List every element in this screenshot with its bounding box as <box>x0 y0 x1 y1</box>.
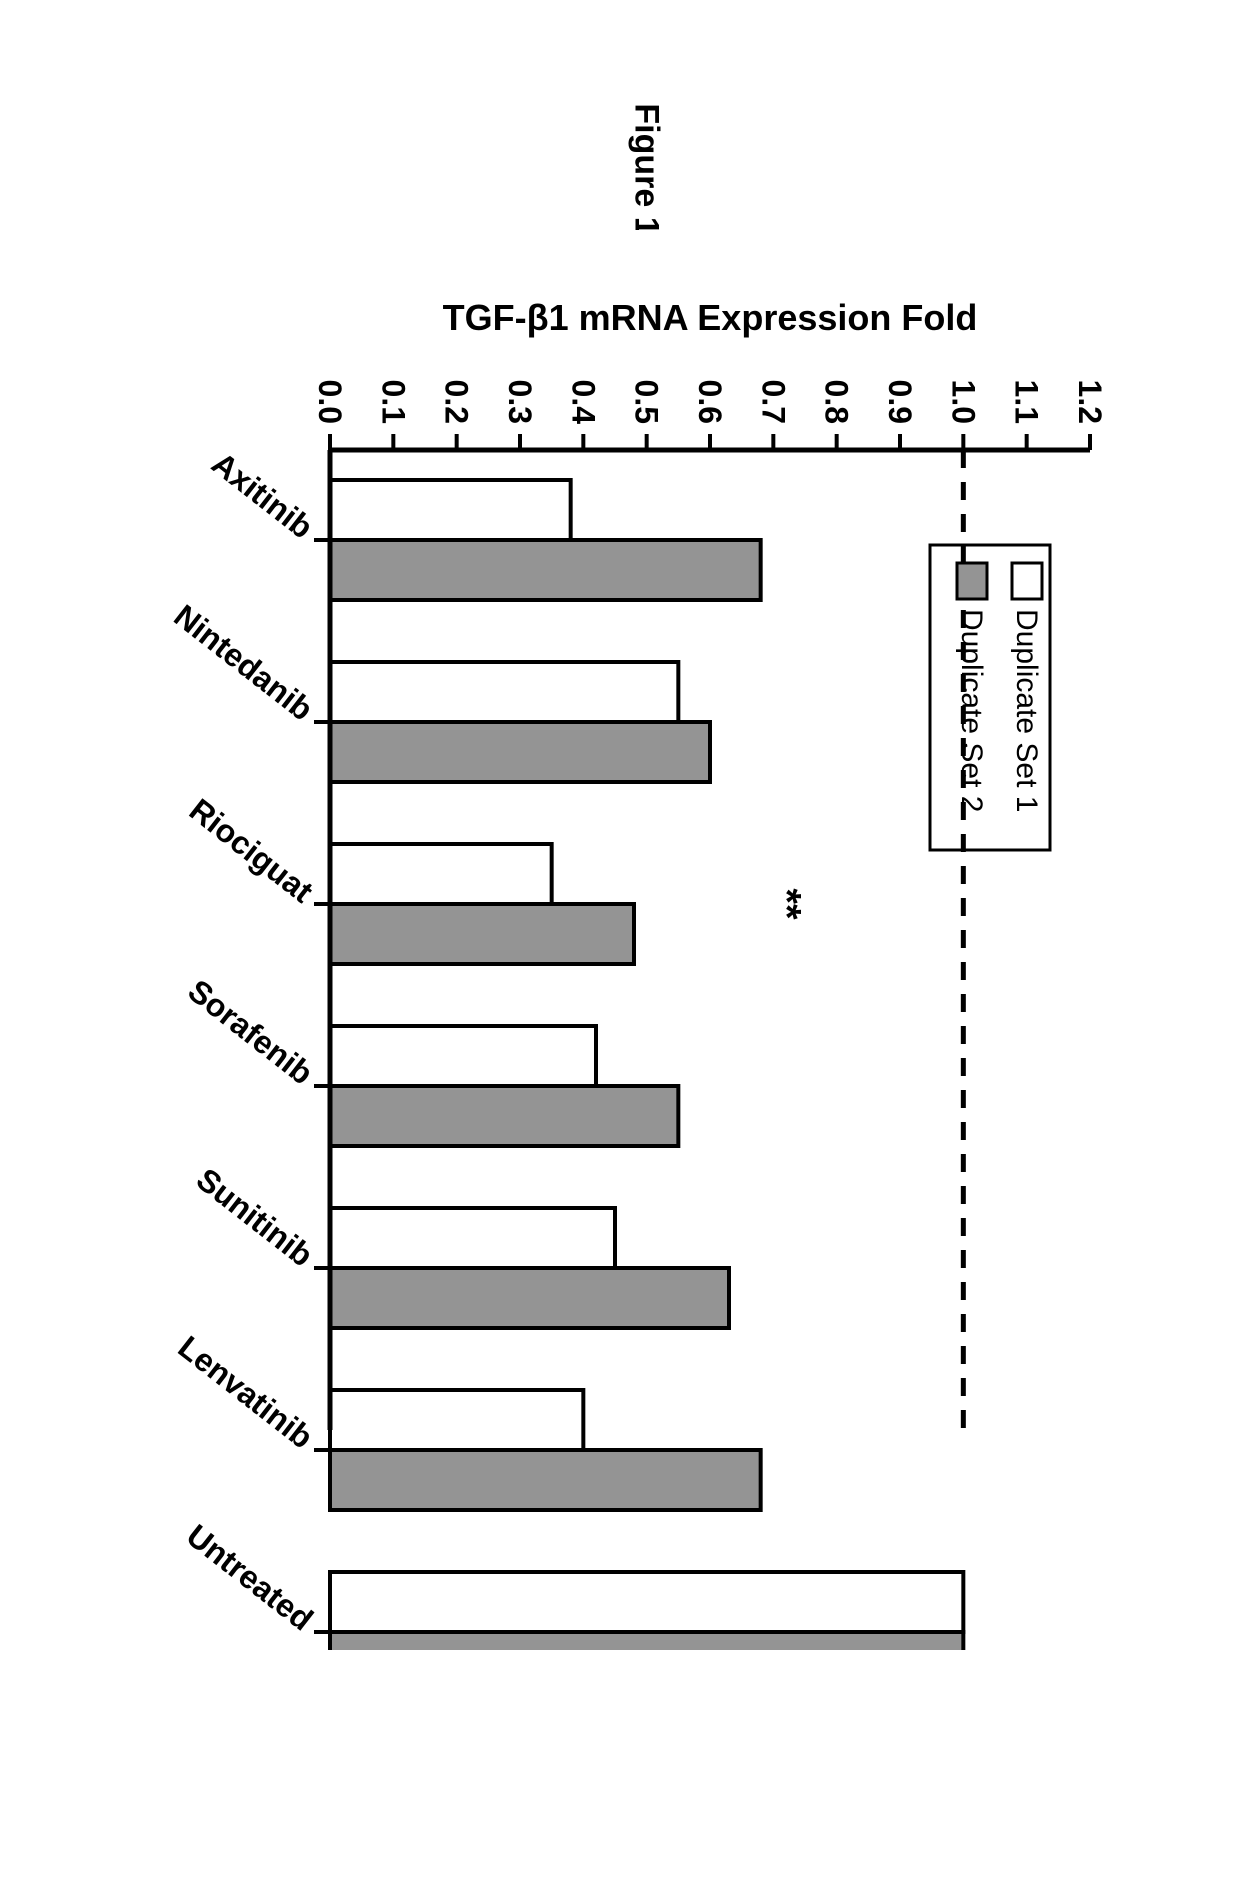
legend-swatch <box>957 563 987 599</box>
bar-set2 <box>330 1450 761 1510</box>
y-tick-label: 0.8 <box>819 380 855 424</box>
figure-title: Figure 1 <box>627 103 666 235</box>
y-tick-label: 0.5 <box>629 380 665 424</box>
significance-annotation: ** <box>764 888 808 920</box>
bar-set2 <box>330 722 710 782</box>
y-tick-label: 0.2 <box>439 380 475 424</box>
y-tick-label: 0.1 <box>375 380 411 424</box>
bar-set2 <box>330 904 634 964</box>
bar-set1 <box>330 480 571 540</box>
y-tick-label: 1.1 <box>1009 380 1045 424</box>
y-tick-label: 0.7 <box>755 380 791 424</box>
y-tick-label: 1.0 <box>945 380 981 424</box>
y-tick-label: 1.2 <box>1072 380 1108 424</box>
bar-set1 <box>330 1026 596 1086</box>
y-tick-label: 0.9 <box>882 380 918 424</box>
y-tick-label: 0.4 <box>565 380 601 425</box>
legend-label: Duplicate Set 2 <box>955 609 988 812</box>
y-tick-label: 0.3 <box>502 380 538 424</box>
bar-set1 <box>330 1208 615 1268</box>
y-axis-label: TGF-β1 mRNA Expression Fold <box>443 297 978 338</box>
bar-set2 <box>330 1086 678 1146</box>
bar-set1 <box>330 844 552 904</box>
bar-set1 <box>330 662 678 722</box>
bar-set1 <box>330 1390 583 1450</box>
legend-label: Duplicate Set 1 <box>1010 609 1043 812</box>
bar-set2 <box>330 1268 729 1328</box>
bar-set1 <box>330 1572 963 1632</box>
bar-chart: 0.00.10.20.30.40.50.60.70.80.91.01.11.2A… <box>110 230 1130 1650</box>
y-tick-label: 0.0 <box>312 380 348 424</box>
bar-set2 <box>330 540 761 600</box>
chart-stage: 0.00.10.20.30.40.50.60.70.80.91.01.11.2A… <box>110 230 1130 1650</box>
legend-swatch <box>1012 563 1042 599</box>
bar-set2 <box>330 1632 963 1650</box>
y-tick-label: 0.6 <box>692 380 728 424</box>
